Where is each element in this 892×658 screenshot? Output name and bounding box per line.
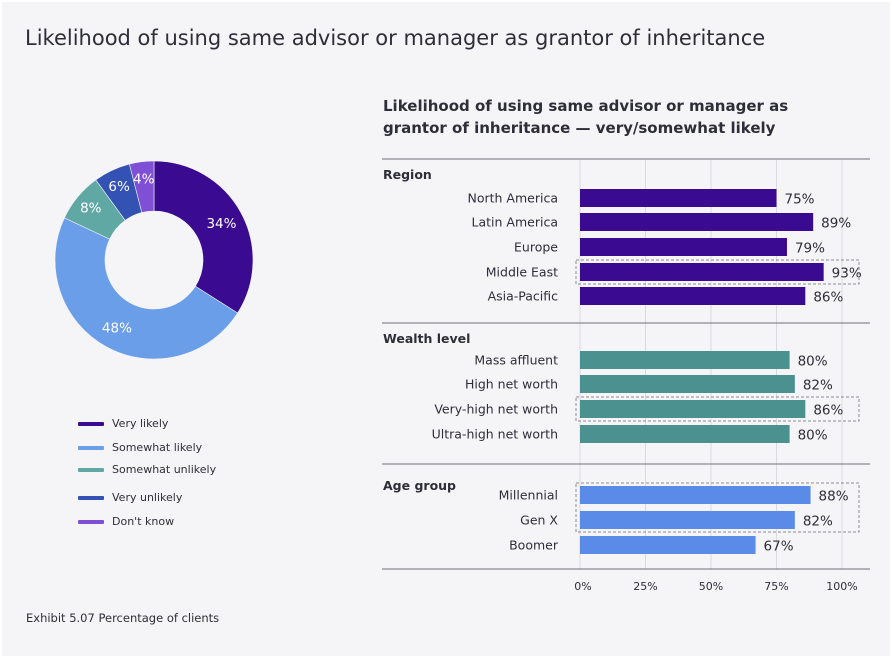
donut-slice-1 xyxy=(54,217,239,360)
x-tick-label-1: 25% xyxy=(633,580,657,593)
legend-swatch-4 xyxy=(78,520,104,524)
bar-value-label-1-1: 82% xyxy=(803,378,833,394)
bar-2-1 xyxy=(580,511,795,529)
bar-category-label-1-3: Ultra-high net worth xyxy=(432,427,558,442)
bar-category-label-1-1: High net worth xyxy=(465,377,558,392)
legend-label-3: Very unlikely xyxy=(112,491,183,504)
donut-slice-label-1: 48% xyxy=(102,320,132,336)
bar-category-label-0-1: Latin America xyxy=(472,215,558,230)
donut-slice-label-4: 4% xyxy=(133,172,155,188)
group-header-2: Age group xyxy=(383,478,456,493)
donut-slice-4 xyxy=(129,160,155,213)
bar-category-label-2-1: Gen X xyxy=(520,513,558,528)
bar-category-label-2-2: Boomer xyxy=(509,538,559,553)
bar-0-1 xyxy=(580,213,814,231)
legend-swatch-2 xyxy=(78,468,104,472)
x-tick-label-2: 50% xyxy=(699,580,723,593)
bar-1-2 xyxy=(580,400,806,418)
bar-0-4 xyxy=(580,287,806,305)
highlight-box-1-2 xyxy=(575,396,860,422)
bar-2-0 xyxy=(580,486,811,504)
highlight-box-2-0 xyxy=(575,482,860,533)
legend-swatch-0 xyxy=(78,422,104,426)
legend-label-0: Very likely xyxy=(112,417,169,430)
legend-item-3: Very unlikely xyxy=(78,491,182,504)
bar-category-label-1-2: Very-high net worth xyxy=(434,402,558,417)
bar-0-0 xyxy=(580,189,777,207)
bar-value-label-0-2: 79% xyxy=(795,241,825,257)
bar-value-label-1-0: 80% xyxy=(798,354,828,370)
legend-item-0: Very likely xyxy=(78,417,168,430)
bar-1-1 xyxy=(580,375,795,393)
bar-value-label-0-3: 93% xyxy=(832,266,862,282)
bar-chart-title: Likelihood of using same advisor or mana… xyxy=(383,97,789,137)
bar-category-label-1-0: Mass affluent xyxy=(474,353,558,368)
group-header-0: Region xyxy=(383,167,432,182)
legend-swatch-1 xyxy=(78,446,104,450)
bar-value-label-2-0: 88% xyxy=(819,489,849,505)
legend-swatch-3 xyxy=(78,496,104,500)
legend-item-4: Don't know xyxy=(78,515,174,528)
donut-slice-0 xyxy=(153,160,254,314)
bar-category-label-0-3: Middle East xyxy=(486,265,558,280)
bar-0-2 xyxy=(580,238,787,256)
bar-category-label-0-2: Europe xyxy=(514,240,558,255)
x-tick-label-4: 100% xyxy=(826,580,857,593)
bar-1-0 xyxy=(580,351,790,369)
legend-label-2: Somewhat unlikely xyxy=(112,463,217,476)
legend-item-1: Somewhat likely xyxy=(78,441,202,454)
bar-value-label-0-1: 89% xyxy=(821,216,851,232)
bar-value-label-2-2: 67% xyxy=(764,539,794,555)
donut-slice-label-2: 8% xyxy=(80,201,102,217)
highlight-box-0-3 xyxy=(575,259,860,285)
bar-category-label-0-4: Asia-Pacific xyxy=(488,289,559,304)
bar-value-label-1-3: 80% xyxy=(798,428,828,444)
legend-label-4: Don't know xyxy=(112,515,175,528)
donut-slice-label-3: 6% xyxy=(108,179,130,195)
x-tick-label-0: 0% xyxy=(574,580,591,593)
legend-label-1: Somewhat likely xyxy=(112,441,203,454)
legend-item-2: Somewhat unlikely xyxy=(78,463,216,476)
bar-value-label-0-4: 86% xyxy=(813,290,843,306)
group-header-1: Wealth level xyxy=(383,331,470,346)
bar-category-label-2-0: Millennial xyxy=(499,488,558,503)
bar-2-2 xyxy=(580,536,756,554)
bar-value-label-1-2: 86% xyxy=(813,403,843,419)
bar-0-3 xyxy=(580,263,824,281)
exhibit-footnote: Exhibit 5.07 Percentage of clients xyxy=(26,611,220,625)
bar-1-3 xyxy=(580,425,790,443)
donut-slice-label-0: 34% xyxy=(206,216,236,232)
x-tick-label-3: 75% xyxy=(764,580,788,593)
bar-category-label-0-0: North America xyxy=(468,191,559,206)
page-title: Likelihood of using same advisor or mana… xyxy=(25,26,766,50)
bar-value-label-0-0: 75% xyxy=(785,192,815,208)
bar-value-label-2-1: 82% xyxy=(803,514,833,530)
